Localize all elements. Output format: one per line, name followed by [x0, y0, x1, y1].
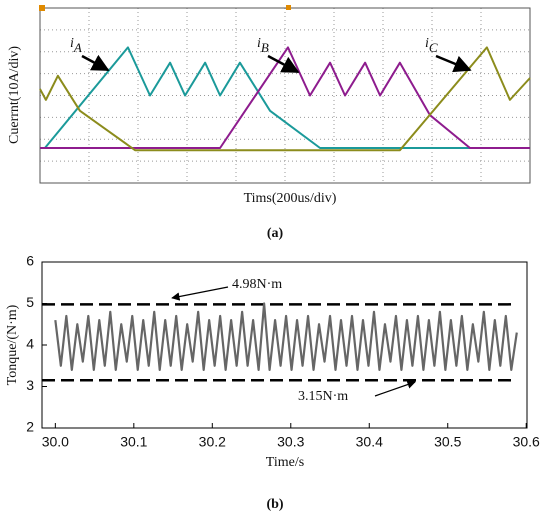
line-series	[40, 46, 530, 149]
label-subscript: C	[429, 40, 438, 55]
reference-label: 3.15N·m	[298, 389, 348, 404]
arrow	[267, 54, 300, 74]
caption: (a)	[267, 226, 284, 241]
x-tick-label: 30.4	[356, 434, 383, 450]
x-axis-label: Time/s	[266, 455, 304, 470]
x-tick-label: 30.6	[513, 434, 540, 450]
caption: (b)	[266, 497, 283, 512]
series-label: iA	[70, 36, 82, 55]
label-main: i	[70, 36, 74, 51]
y-tick-label: 4	[26, 336, 34, 352]
series-label: iC	[425, 36, 438, 55]
y-tick-label: 3	[26, 377, 34, 393]
x-tick-label: 30.3	[277, 434, 304, 450]
line-series	[40, 46, 510, 149]
arrow	[435, 54, 472, 73]
reference-label: 4.98N·m	[232, 277, 282, 292]
x-tick-label: 30.1	[120, 434, 147, 450]
y-axis-label: Tonque/(N·m)	[5, 304, 20, 385]
x-tick-label: 30.5	[434, 434, 461, 450]
y-tick-label: 6	[26, 253, 34, 269]
line-series	[54, 302, 518, 371]
x-tick-label: 30.2	[199, 434, 226, 450]
arrow	[81, 54, 110, 72]
trigger-marker	[286, 5, 291, 10]
y-axis-label: Cuerrnt(10A/div)	[7, 46, 22, 144]
y-tick-label: 2	[26, 419, 34, 435]
arrow	[374, 380, 416, 397]
label-main: i	[257, 36, 261, 51]
x-tick-label: 30.0	[42, 434, 69, 450]
label-subscript: B	[261, 40, 269, 55]
label-subscript: A	[73, 40, 82, 55]
label-main: i	[425, 36, 429, 51]
series-label: iB	[257, 36, 269, 55]
arrow	[171, 286, 229, 301]
x-axis-label: Tims(200us/div)	[244, 191, 337, 206]
plot-frame	[39, 7, 531, 184]
channel-marker	[39, 5, 45, 11]
line-series	[39, 46, 531, 152]
y-tick-label: 5	[26, 294, 34, 310]
